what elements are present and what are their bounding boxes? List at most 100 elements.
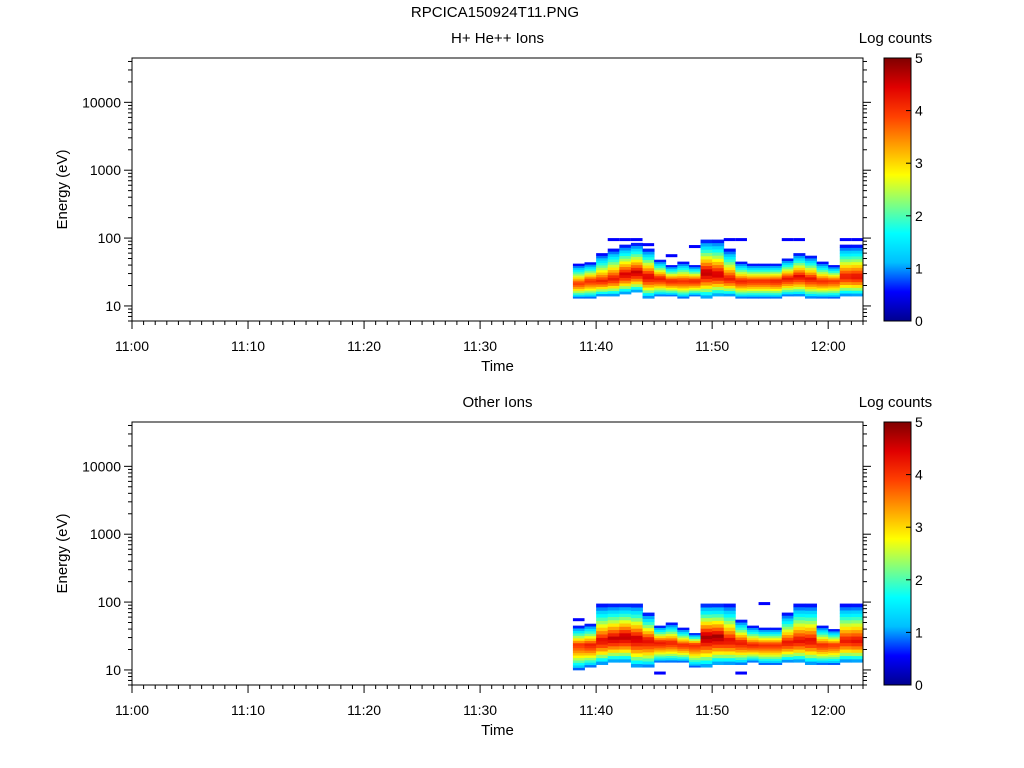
heatmap-cell <box>607 253 620 257</box>
heatmap-cell <box>816 636 829 639</box>
heatmap-cell <box>781 268 794 272</box>
heatmap-cell <box>654 650 667 653</box>
heatmap-cell <box>607 623 620 627</box>
heatmap-cell <box>746 650 759 653</box>
heatmap-cell <box>619 619 632 624</box>
heatmap-cell <box>630 631 643 636</box>
heatmap-cell <box>700 259 713 263</box>
heatmap-cell <box>630 267 643 271</box>
heatmap-cell <box>828 654 841 658</box>
heatmap-cell <box>642 281 655 285</box>
heatmap-cell <box>723 613 736 618</box>
heatmap-cell <box>793 265 806 268</box>
heatmap-cell <box>712 647 725 652</box>
heatmap-cell <box>770 642 783 645</box>
heatmap-cell <box>630 603 643 608</box>
heatmap-cell <box>712 261 725 266</box>
heatmap-cell <box>746 280 759 284</box>
heatmap-cell <box>572 630 585 634</box>
heatmap-cell <box>723 269 736 273</box>
heatmap-cell <box>630 645 643 650</box>
heatmap-cell <box>630 656 643 661</box>
heatmap-cell <box>804 617 817 621</box>
heatmap-cell <box>619 272 632 276</box>
heatmap-cell <box>677 627 690 630</box>
heatmap-cell <box>793 291 806 295</box>
heatmap-cell <box>828 276 841 279</box>
heatmap-cell <box>688 651 701 655</box>
heatmap-cell <box>700 649 713 654</box>
x-tick-label: 11:30 <box>463 702 497 718</box>
heatmap-cell <box>642 262 655 266</box>
heatmap-cell <box>584 650 597 654</box>
heatmap-cell <box>828 658 841 662</box>
colorbar: Log counts 0 1 2 3 4 5 <box>859 30 932 329</box>
heatmap-cell <box>654 625 667 629</box>
heatmap-cell <box>596 647 609 652</box>
heatmap-cell <box>596 281 609 285</box>
heatmap-cell <box>642 618 655 623</box>
heatmap-cell <box>781 271 794 274</box>
heatmap-cell <box>584 626 597 629</box>
x-tick-label: 12:00 <box>811 338 846 354</box>
heatmap-cell <box>839 250 852 254</box>
heatmap-cell <box>572 284 585 288</box>
heatmap-cell <box>712 252 725 256</box>
heatmap-cell <box>607 293 620 297</box>
heatmap-cell <box>781 648 794 652</box>
heatmap-cell <box>781 651 794 655</box>
y-tick-label: 1000 <box>90 526 121 542</box>
heatmap-cell <box>688 270 701 273</box>
heatmap-cell <box>781 287 794 291</box>
heatmap-cell <box>596 269 609 273</box>
heatmap-cell <box>712 267 725 272</box>
heatmap-cell <box>735 639 748 643</box>
heatmap-cell <box>665 280 678 283</box>
heatmap-cell <box>572 625 585 629</box>
heatmap-cell <box>688 633 701 636</box>
heatmap-cell <box>793 262 806 266</box>
heatmap-cell <box>839 645 852 650</box>
heatmap-cell <box>607 261 620 265</box>
heatmap-cell <box>654 671 666 675</box>
heatmap-cell <box>851 273 864 277</box>
heatmap-cell <box>746 627 759 631</box>
heatmap-cell <box>665 646 678 650</box>
heatmap-cell <box>584 282 597 285</box>
heatmap-cell <box>665 653 678 656</box>
heatmap-cell <box>665 271 678 275</box>
heatmap-cell <box>572 633 585 636</box>
heatmap-cell <box>839 270 852 274</box>
heatmap-cell <box>816 292 829 295</box>
heatmap-cell <box>619 626 632 631</box>
heatmap-cell <box>816 649 829 652</box>
heatmap-cell <box>758 658 771 661</box>
heatmap-cell <box>700 249 713 254</box>
heatmap-cell <box>804 286 817 290</box>
heatmap-cell <box>607 288 620 292</box>
heatmap-cell <box>665 278 678 281</box>
heatmap-cell <box>654 285 667 289</box>
heatmap-cell <box>654 652 667 655</box>
heatmap-cell <box>677 643 690 646</box>
heatmap-cell <box>828 290 841 294</box>
heatmap-cell <box>851 258 864 263</box>
heatmap-cell <box>735 288 748 291</box>
heatmap-cell <box>677 637 690 640</box>
heatmap-cell <box>723 251 736 255</box>
heatmap-cell <box>781 285 794 289</box>
heatmap-cell <box>584 262 597 265</box>
heatmap-cell <box>781 291 794 295</box>
heatmap-cell <box>793 616 806 621</box>
heatmap-cell <box>828 635 841 638</box>
heatmap-cell <box>700 262 713 267</box>
heatmap-cell <box>839 244 852 248</box>
y-tick-label: 100 <box>98 594 122 610</box>
heatmap-cell <box>712 610 725 615</box>
heatmap-cell <box>584 280 597 283</box>
heatmap-cell <box>642 270 655 274</box>
heatmap-cell <box>746 635 759 639</box>
heatmap-cell <box>596 265 609 268</box>
heatmap-cell <box>851 639 864 644</box>
heatmap-cell <box>735 644 748 648</box>
